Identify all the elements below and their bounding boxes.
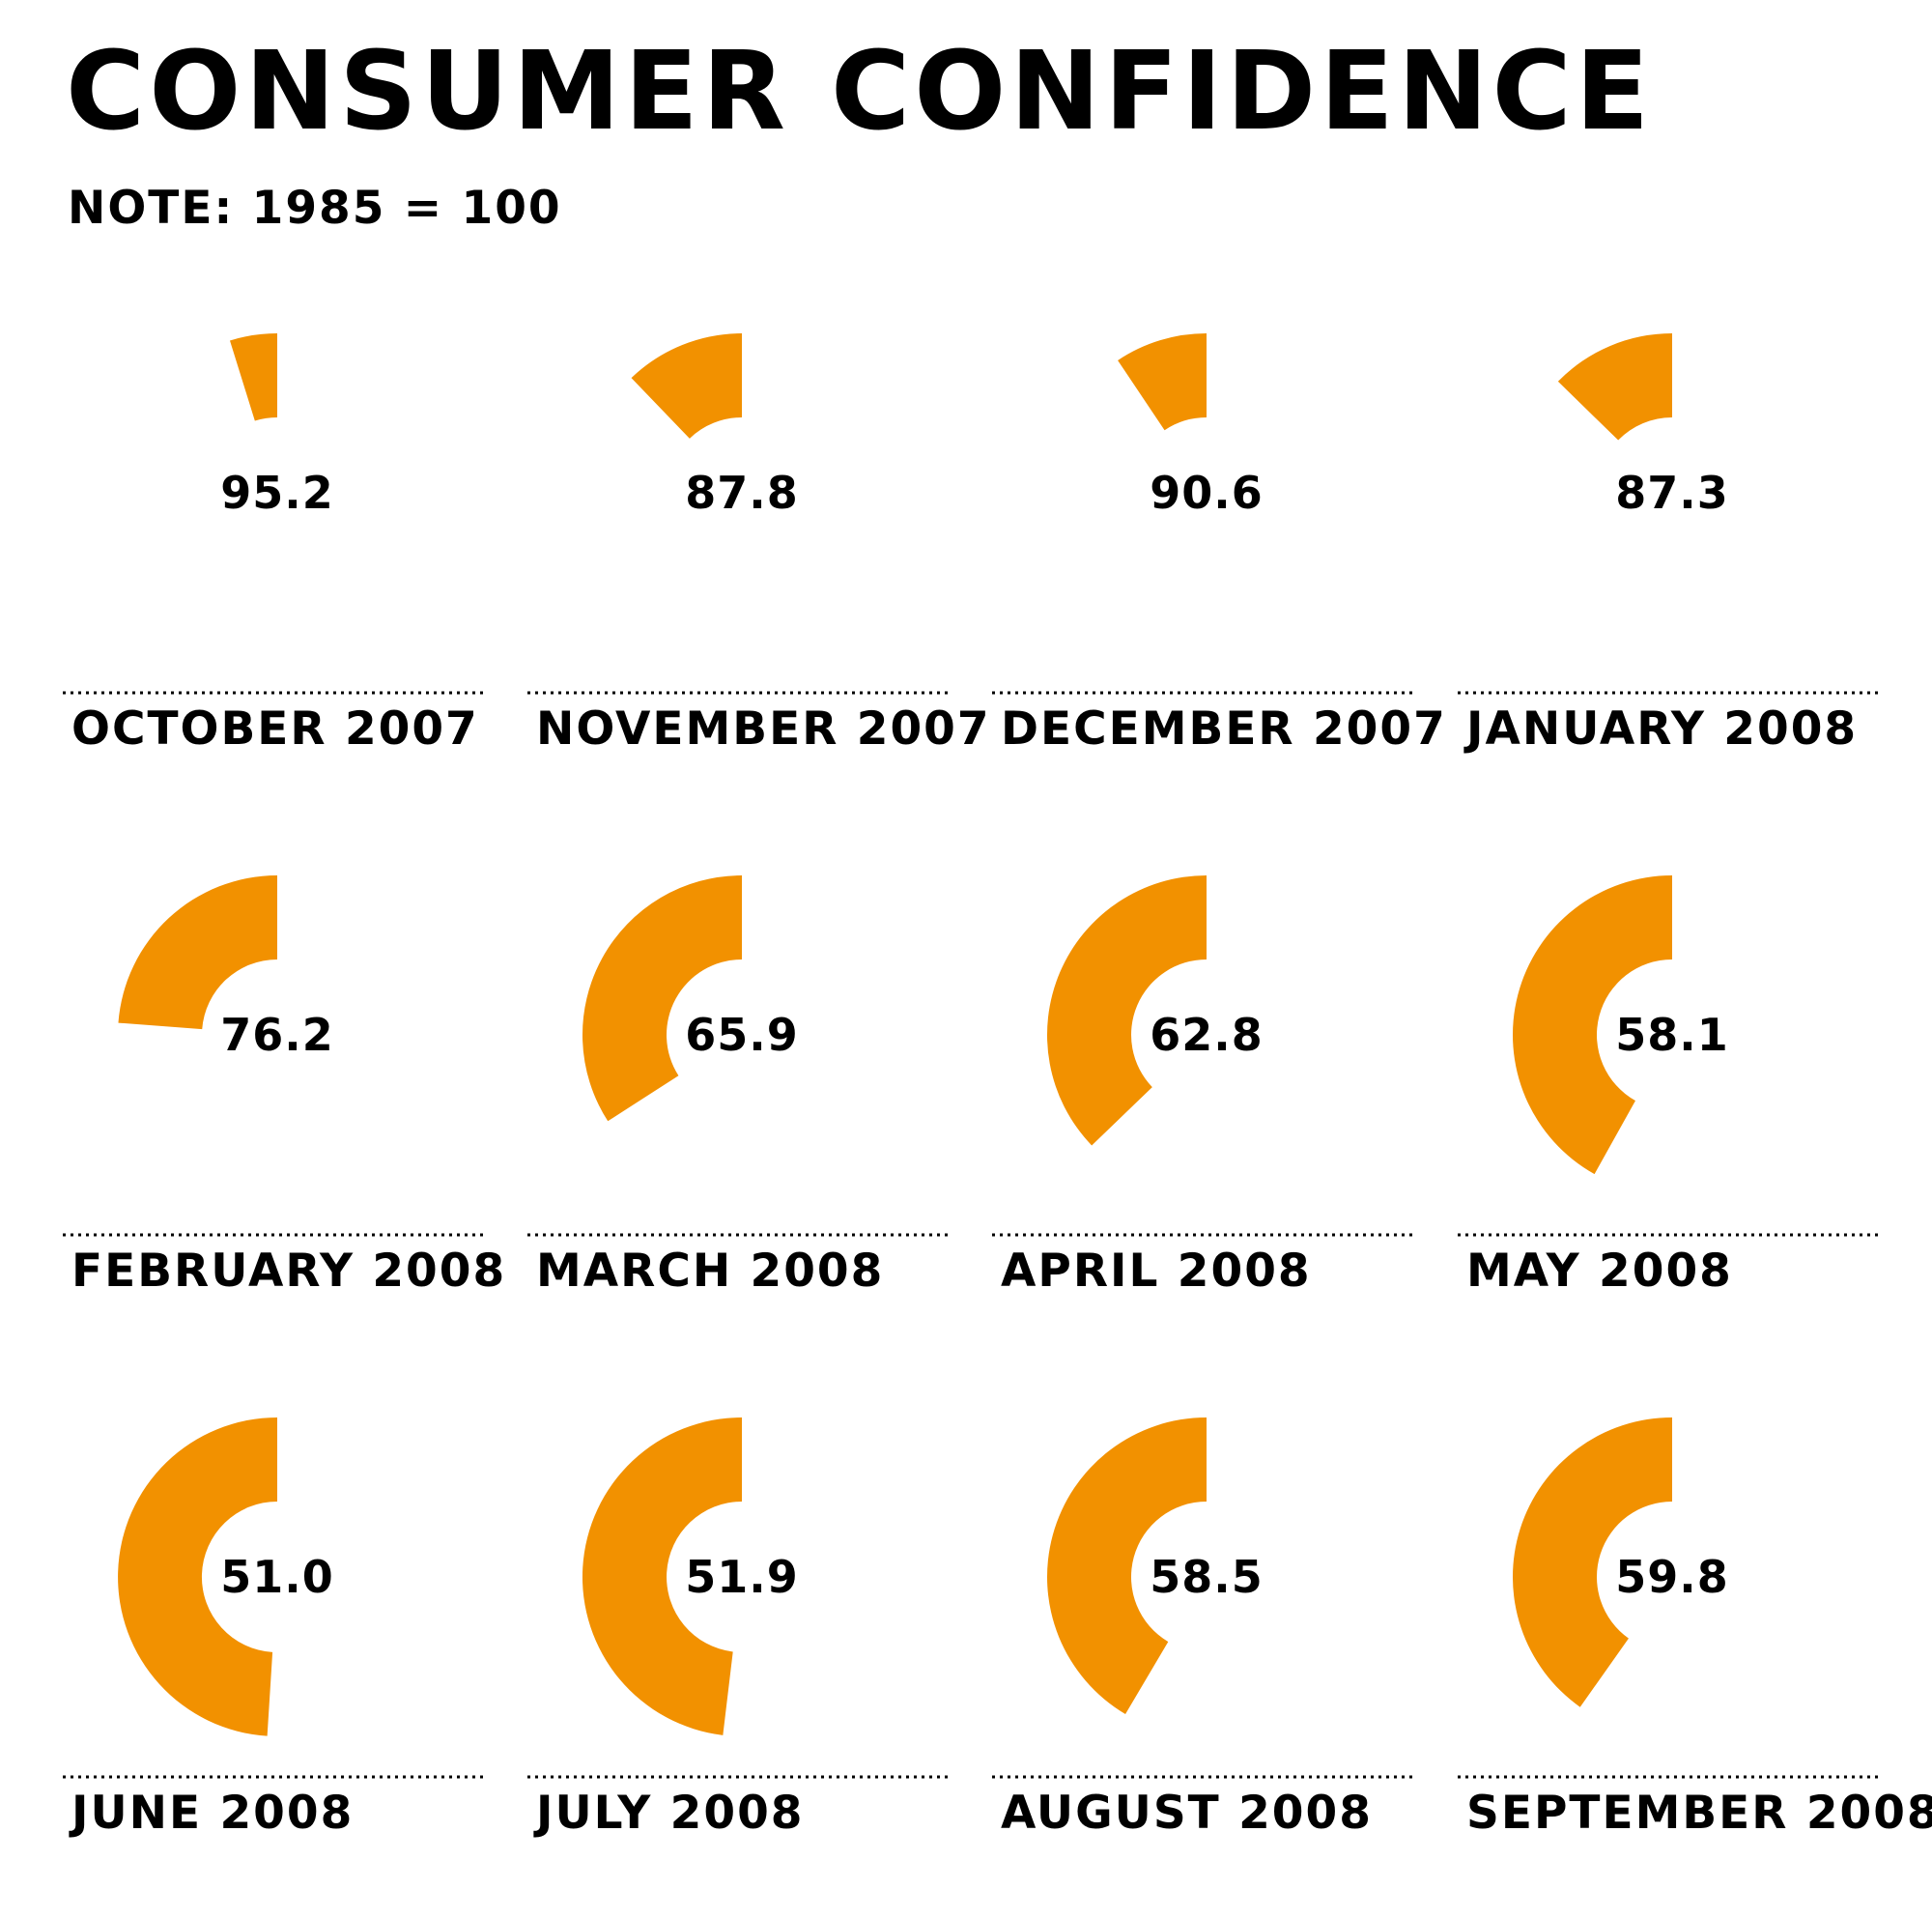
month-label: JANUARY 2008 [1463, 702, 1858, 756]
donut-value-label: 95.2 [220, 467, 334, 519]
donut-ring [229, 333, 277, 421]
donut-item: 59.8 SEPTEMBER 2008 [1458, 1417, 1932, 1840]
donut-ring [1047, 875, 1207, 1146]
donut-ring [1118, 333, 1207, 431]
donut-item: 95.2 OCTOBER 2007 [63, 333, 483, 756]
chart-title: CONSUMER CONFIDENCE [66, 29, 1654, 155]
month-label: NOVEMBER 2007 [536, 702, 991, 756]
donut-value-label: 59.8 [1615, 1551, 1729, 1603]
donut-value-label: 87.3 [1615, 467, 1729, 519]
donut-item: 51.0 JUNE 2008 [63, 1417, 483, 1840]
donut-value-label: 65.9 [685, 1009, 799, 1061]
donut-ring [582, 1417, 742, 1735]
month-label: JUNE 2008 [69, 1787, 354, 1840]
donut-item: 51.9 JULY 2008 [527, 1417, 948, 1840]
donut-item: 58.5 AUGUST 2008 [992, 1417, 1412, 1840]
month-label: APRIL 2008 [1001, 1245, 1312, 1298]
month-label: MAY 2008 [1466, 1245, 1733, 1298]
donut-item: 58.1 MAY 2008 [1458, 875, 1878, 1298]
month-label: FEBRUARY 2008 [71, 1245, 506, 1298]
donut-value-label: 90.6 [1150, 467, 1264, 519]
donut-ring [1557, 333, 1672, 441]
month-label: MARCH 2008 [536, 1245, 884, 1298]
donut-ring [118, 1417, 278, 1736]
donut-item: 76.2 FEBRUARY 2008 [63, 875, 506, 1298]
month-label: AUGUST 2008 [1001, 1787, 1373, 1840]
month-label: SEPTEMBER 2008 [1466, 1787, 1932, 1840]
donut-value-label: 87.8 [685, 467, 799, 519]
donut-value-label: 51.9 [685, 1551, 799, 1603]
donut-ring [1512, 1417, 1672, 1707]
month-label: OCTOBER 2007 [71, 702, 479, 756]
donut-value-label: 76.2 [220, 1009, 334, 1061]
donut-ring [118, 875, 277, 1030]
chart-subtitle: NOTE: 1985 = 100 [68, 182, 562, 235]
donut-value-label: 51.0 [220, 1551, 334, 1603]
donut-value-label: 62.8 [1150, 1009, 1264, 1061]
donut-ring [1512, 875, 1672, 1175]
month-label: JULY 2008 [533, 1787, 805, 1840]
donut-value-label: 58.1 [1615, 1009, 1729, 1061]
donut-item: 87.3 JANUARY 2008 [1458, 333, 1878, 756]
donut-item: 62.8 APRIL 2008 [992, 875, 1412, 1298]
donut-value-label: 58.5 [1150, 1551, 1264, 1603]
donut-item: 87.8 NOVEMBER 2007 [527, 333, 991, 756]
month-label: DECEMBER 2007 [1001, 702, 1447, 756]
donut-ring [1047, 1417, 1207, 1715]
donut-ring [582, 874, 742, 1122]
donut-item: 90.6 DECEMBER 2007 [992, 333, 1447, 756]
donut-item: 65.9 MARCH 2008 [527, 874, 948, 1298]
donut-ring [631, 333, 742, 439]
